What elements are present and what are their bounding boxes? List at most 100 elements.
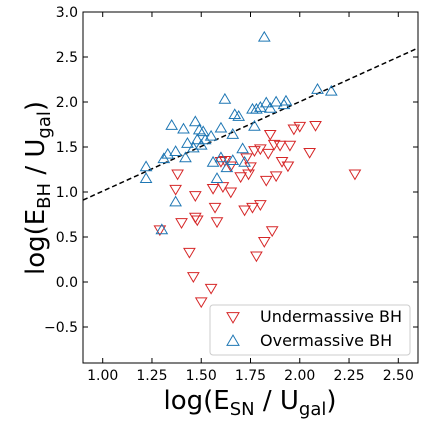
data-points-layer — [139, 30, 362, 309]
undermassive-point — [171, 169, 184, 181]
y-tick-label: 2.5 — [56, 50, 78, 66]
undermassive-point — [273, 140, 287, 152]
x-tick-label: 2.50 — [383, 368, 414, 384]
legend-marker-overmassive — [226, 334, 240, 346]
undermassive-point — [206, 183, 220, 195]
undermassive-point — [303, 147, 316, 159]
undermassive-point — [259, 175, 273, 187]
x-tick-label: 2.25 — [333, 368, 364, 384]
overmassive-point — [259, 96, 273, 108]
x-axis: 1.00 1.25 1.50 1.75 2.00 2.25 2.50 — [87, 12, 414, 384]
undermassive-point — [246, 202, 259, 214]
overmassive-point — [214, 151, 228, 163]
overmassive-point — [226, 154, 240, 165]
undermassive-point — [287, 124, 301, 136]
overmassive-point — [188, 115, 202, 127]
undermassive-point — [283, 140, 297, 152]
legend-entry-undermassive: Undermassive BH — [226, 307, 402, 326]
undermassive-point — [267, 139, 281, 151]
undermassive-point — [208, 202, 222, 214]
y-tick-label: 1.5 — [56, 140, 78, 156]
legend-entry-overmassive: Overmassive BH — [226, 331, 392, 350]
y-axis-label: log(EBH / Ugal) — [21, 101, 55, 275]
undermassive-point — [190, 215, 204, 227]
undermassive-point — [248, 146, 261, 157]
y-tick-label: 0.5 — [56, 230, 78, 246]
undermassive-point — [240, 153, 253, 165]
overmassive-point — [324, 84, 338, 96]
x-tick-label: 1.25 — [136, 368, 167, 384]
overmassive-point — [220, 161, 234, 173]
x-tick-label: 1.75 — [235, 368, 266, 384]
y-tick-label: 0.0 — [56, 275, 78, 291]
overmassive-point — [226, 128, 240, 139]
undermassive-point — [265, 226, 279, 238]
overmassive-point — [279, 94, 293, 106]
undermassive-point — [238, 205, 251, 217]
overmassive-point — [181, 137, 194, 148]
undermassive-point — [204, 283, 218, 295]
y-tick-label: −0.5 — [44, 320, 78, 336]
x-tick-label: 1.50 — [186, 368, 217, 384]
undermassive-point — [224, 187, 238, 199]
undermassive-point — [244, 162, 257, 174]
legend-label-undermassive: Undermassive BH — [260, 307, 402, 326]
undermassive-point — [183, 247, 196, 259]
undermassive-point — [153, 225, 167, 237]
overmassive-point — [198, 133, 212, 145]
undermassive-point — [263, 129, 277, 141]
undermassive-point — [269, 171, 283, 183]
x-axis-label: log(ESN / Ugal) — [163, 386, 336, 420]
x-tick-label: 2.00 — [284, 368, 315, 384]
undermassive-point — [169, 184, 182, 196]
overmassive-point — [263, 101, 277, 113]
overmassive-point — [218, 92, 232, 104]
overmassive-point — [214, 121, 228, 133]
undermassive-point — [188, 191, 202, 202]
undermassive-point — [175, 218, 188, 229]
overmassive-point — [204, 129, 218, 141]
y-tick-label: 1.0 — [56, 185, 78, 201]
reference-line-layer — [83, 47, 418, 201]
overmassive-point — [257, 30, 271, 42]
overmassive-point — [139, 172, 153, 183]
overmassive-point — [248, 119, 261, 131]
overmassive-point — [250, 102, 263, 114]
legend-frame — [209, 304, 411, 356]
undermassive-point — [309, 120, 322, 132]
y-tick-label: 2.0 — [56, 95, 78, 111]
undermassive-point — [210, 217, 224, 229]
overmassive-point — [161, 147, 175, 159]
overmassive-point — [186, 141, 200, 153]
legend-marker-undermassive — [226, 312, 240, 324]
overmassive-point — [169, 145, 182, 156]
undermassive-point — [186, 272, 200, 283]
legend: Undermassive BH Overmassive BH — [209, 304, 411, 356]
undermassive-point — [293, 121, 307, 133]
overmassive-point — [194, 138, 208, 150]
undermassive-point — [253, 144, 267, 156]
undermassive-point — [348, 169, 362, 181]
overmassive-point — [236, 142, 249, 154]
overmassive-point — [238, 155, 251, 167]
overmassive-point — [269, 95, 283, 107]
undermassive-point — [253, 200, 267, 211]
overmassive-point — [139, 160, 153, 172]
undermassive-point — [224, 161, 238, 173]
undermassive-point — [218, 156, 232, 167]
undermassive-point — [257, 237, 271, 248]
overmassive-point — [177, 122, 190, 134]
y-tick-label: 3.0 — [56, 5, 78, 21]
overmassive-point — [210, 172, 224, 183]
overmassive-point — [179, 151, 192, 163]
overmassive-point — [196, 125, 210, 137]
overmassive-point — [155, 223, 169, 235]
x-tick-label: 1.00 — [87, 368, 118, 384]
undermassive-point — [281, 161, 295, 173]
undermassive-point — [242, 169, 255, 181]
overmassive-point — [311, 83, 324, 94]
overmassive-point — [190, 133, 204, 145]
overmassive-point — [232, 110, 246, 121]
y-axis: −0.5 0.0 0.5 1.0 1.5 2.0 2.5 3.0 — [44, 5, 418, 336]
